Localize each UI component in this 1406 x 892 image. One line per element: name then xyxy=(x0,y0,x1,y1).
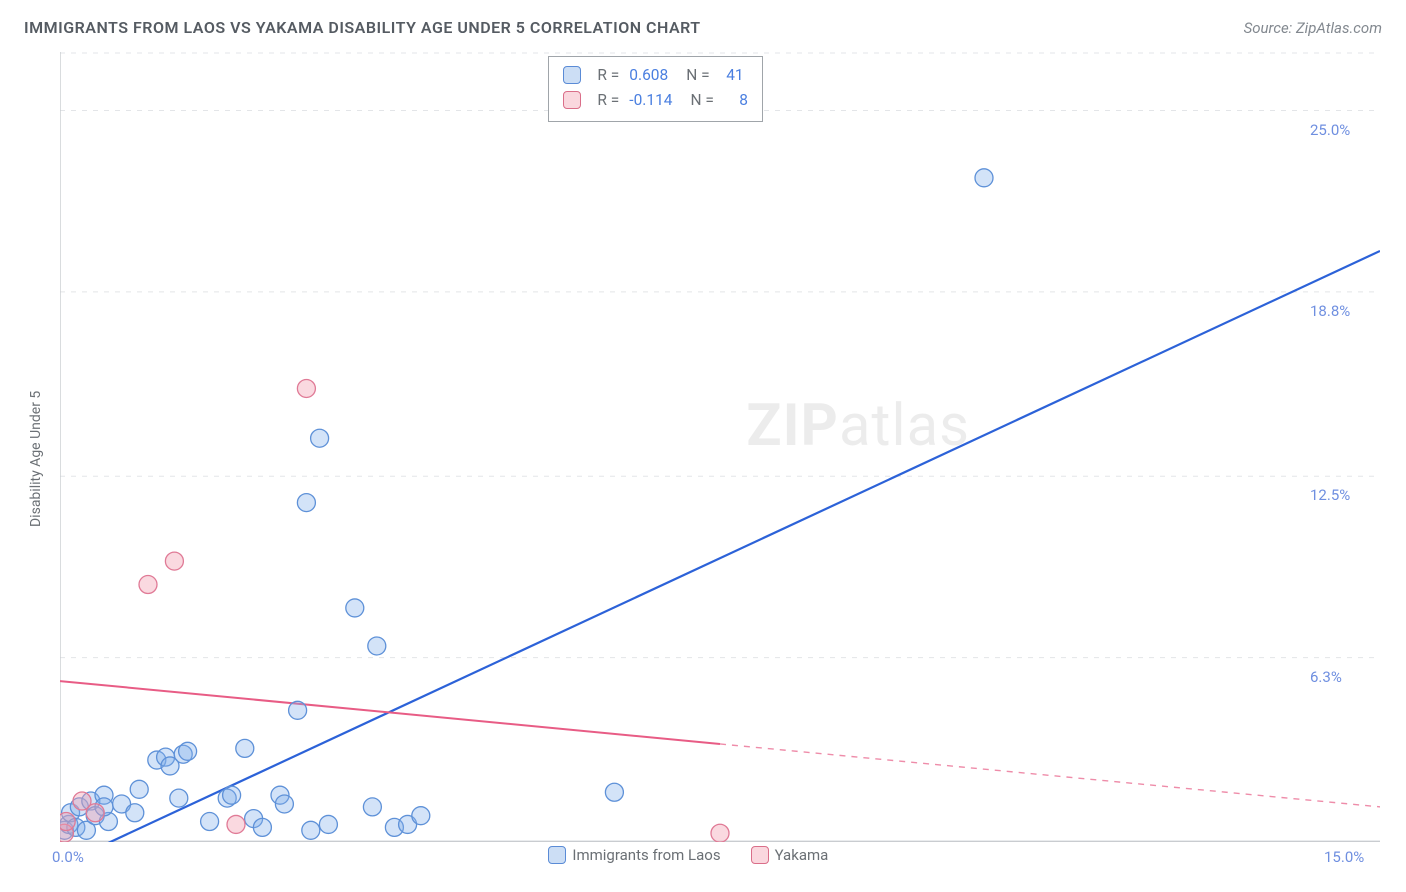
stat-n-value: 8 xyxy=(724,88,748,113)
y-tick-label: 6.3% xyxy=(1310,668,1342,686)
legend-item: Immigrants from Laos xyxy=(548,846,720,864)
stat-row: R = -0.114 N = 8 xyxy=(563,88,748,113)
chart-header: IMMIGRANTS FROM LAOS VS YAKAMA DISABILIT… xyxy=(24,18,1382,37)
scatter-chart xyxy=(60,52,1380,842)
legend-label: Yakama xyxy=(775,846,829,864)
y-axis-label: Disability Age Under 5 xyxy=(28,391,44,527)
x-tick-label: 15.0% xyxy=(1324,848,1364,866)
legend-swatch xyxy=(548,846,566,864)
chart-legend-bottom: Immigrants from Laos Yakama xyxy=(548,846,828,864)
stat-r-value: -0.114 xyxy=(629,88,672,113)
stats-box: R = 0.608 N = 41 R = -0.114 N = 8 xyxy=(548,56,763,122)
stat-n-value: 41 xyxy=(720,63,744,88)
legend-swatch xyxy=(751,846,769,864)
stat-n-label: N = xyxy=(686,63,709,88)
stat-r-value: 0.608 xyxy=(629,63,668,88)
stat-row: R = 0.608 N = 41 xyxy=(563,63,748,88)
stat-r-label: R = xyxy=(597,88,619,113)
stat-n-label: N = xyxy=(691,88,714,113)
stat-r-label: R = xyxy=(597,63,619,88)
chart-title: IMMIGRANTS FROM LAOS VS YAKAMA DISABILIT… xyxy=(24,18,701,37)
legend-label: Immigrants from Laos xyxy=(572,846,720,864)
stat-swatch xyxy=(563,66,581,84)
legend-item: Yakama xyxy=(751,846,829,864)
x-tick-label: 0.0% xyxy=(52,848,84,866)
y-tick-label: 12.5% xyxy=(1310,486,1350,504)
stat-swatch xyxy=(563,91,581,109)
y-tick-label: 18.8% xyxy=(1310,302,1350,320)
source-attribution: Source: ZipAtlas.com xyxy=(1244,19,1382,37)
y-tick-label: 25.0% xyxy=(1310,121,1350,139)
